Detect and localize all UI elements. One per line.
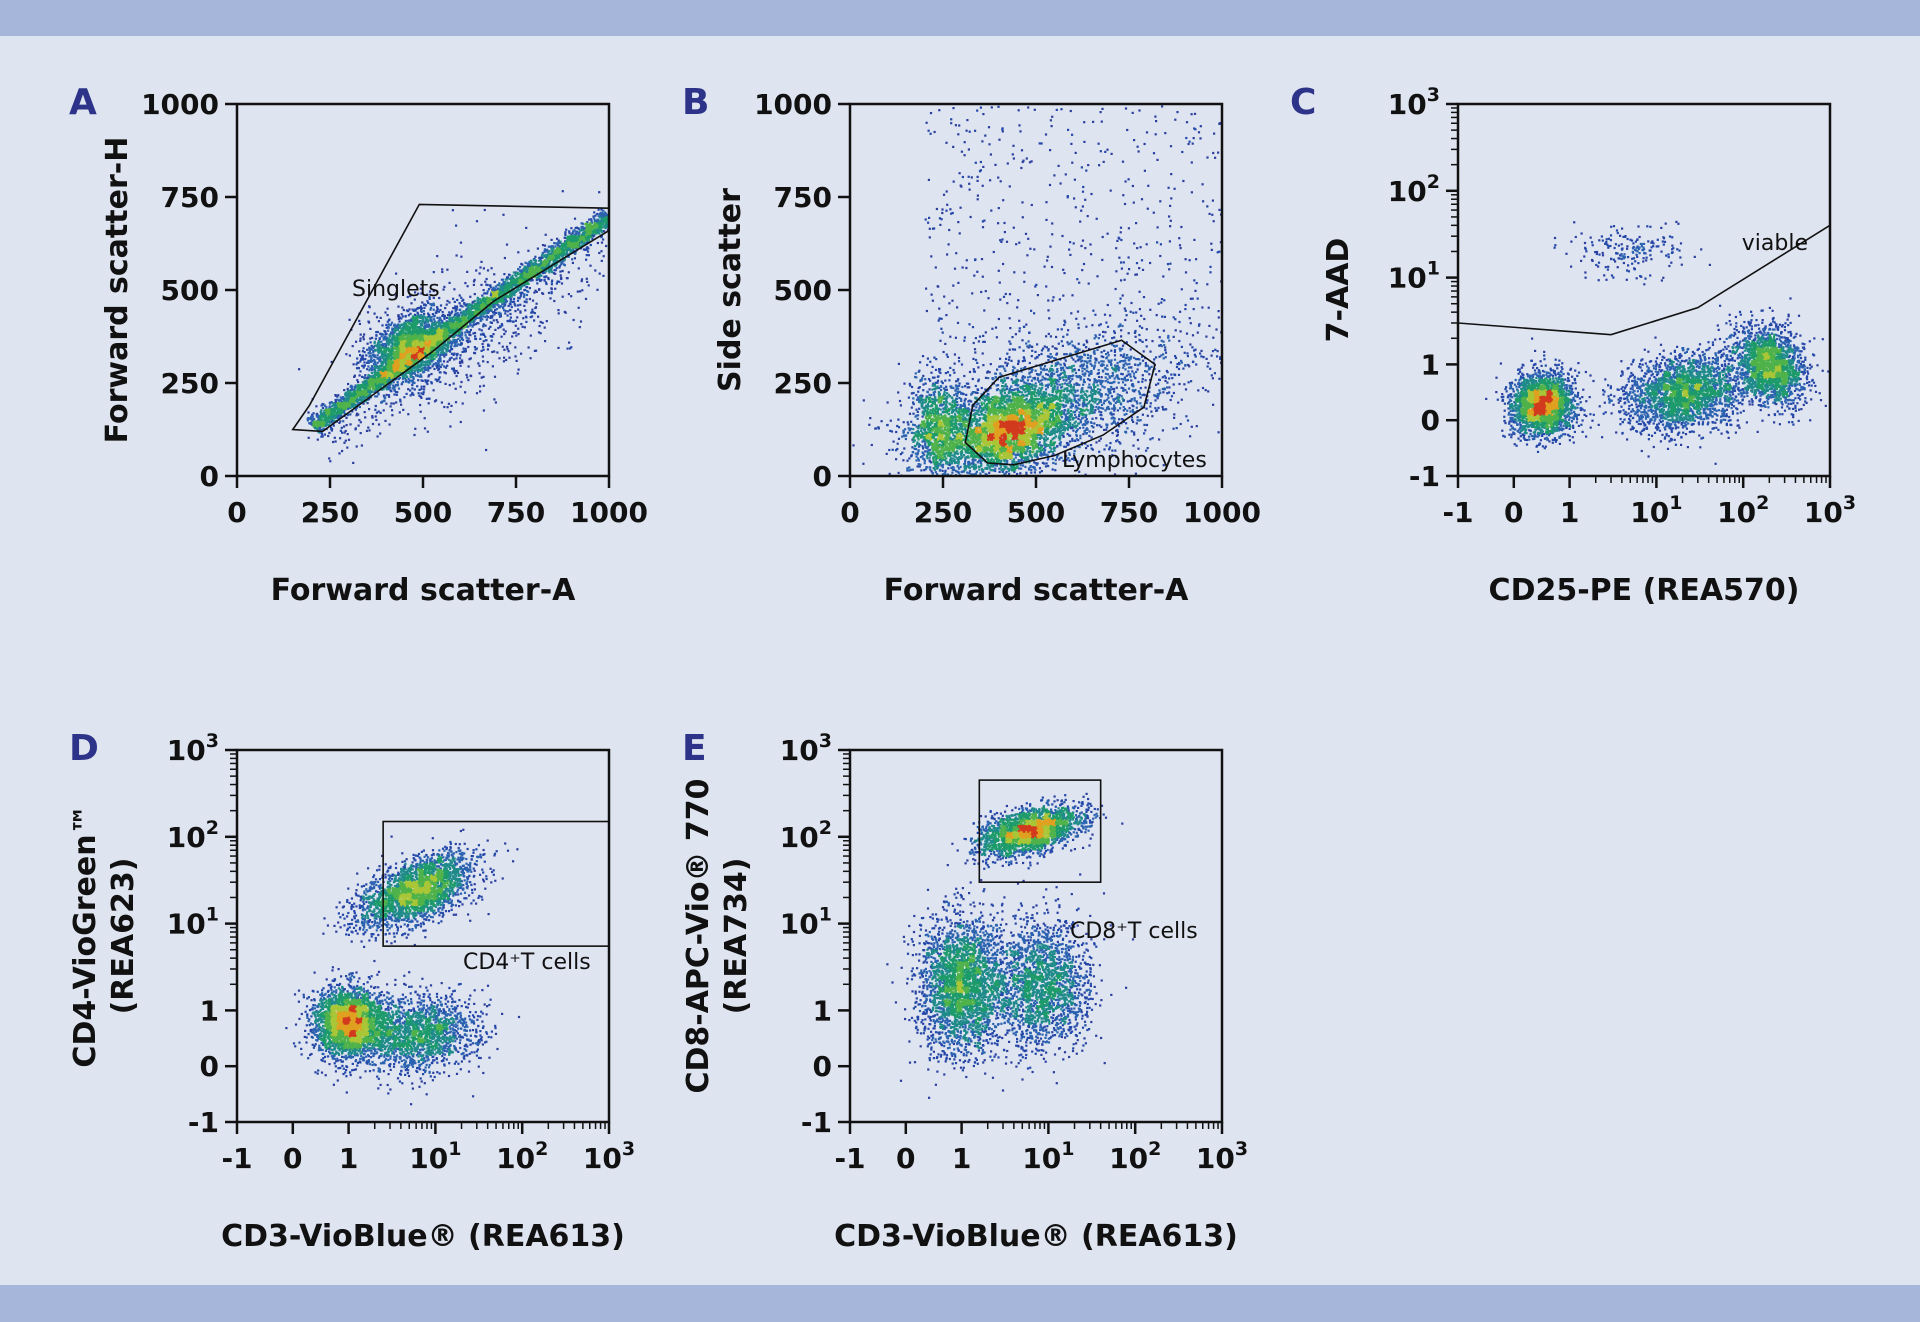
event-dot	[480, 333, 482, 335]
event-dot	[384, 420, 386, 422]
event-dot	[554, 245, 556, 247]
event-dot	[348, 439, 350, 441]
event-dot	[572, 262, 574, 264]
event-dot	[378, 410, 380, 412]
event-dot	[343, 442, 345, 444]
event-dot	[553, 242, 555, 244]
event-dot	[343, 425, 345, 427]
event-dot	[352, 462, 354, 464]
event-dot	[517, 304, 519, 306]
event-dot	[461, 361, 463, 363]
event-dot	[520, 295, 522, 297]
event-dot	[347, 433, 349, 435]
event-dot	[587, 251, 589, 253]
event-dot	[390, 402, 392, 404]
event-dot	[597, 242, 599, 244]
event-dot	[368, 408, 370, 410]
event-dot	[366, 430, 368, 432]
event-dot	[544, 245, 546, 247]
event-dot	[517, 300, 519, 302]
event-dot	[390, 405, 392, 407]
event-dot	[345, 417, 347, 419]
event-dot	[588, 254, 590, 256]
event-dot	[354, 428, 356, 430]
event-dot	[502, 346, 504, 348]
event-dot	[562, 270, 564, 272]
event-dot	[534, 256, 536, 258]
event-dot	[473, 322, 475, 324]
event-dot	[500, 305, 502, 307]
event-dot	[322, 407, 324, 409]
panel-letter: A	[69, 82, 97, 123]
event-dot	[529, 287, 531, 289]
event-dot	[556, 267, 558, 269]
event-dot	[503, 273, 505, 275]
event-dot	[465, 348, 467, 350]
event-dot	[501, 303, 503, 305]
event-dot	[332, 441, 334, 443]
event-dot	[565, 229, 567, 231]
event-dot	[406, 393, 408, 395]
event-dot	[372, 423, 374, 425]
event-dot	[446, 365, 448, 367]
event-dot	[573, 319, 575, 321]
event-dots	[298, 190, 609, 464]
event-dot	[329, 460, 331, 462]
event-dot	[598, 252, 600, 254]
event-dot	[548, 292, 550, 294]
event-dot	[349, 423, 351, 425]
event-dot	[487, 348, 489, 350]
event-dot	[461, 334, 463, 336]
event-dot	[533, 292, 535, 294]
event-dot	[590, 244, 592, 246]
event-dot	[594, 269, 596, 271]
event-dot	[443, 360, 445, 362]
event-dot	[418, 392, 420, 394]
event-dot	[361, 444, 363, 446]
event-dot	[574, 257, 576, 259]
event-dot	[385, 403, 387, 405]
event-dot	[374, 409, 376, 411]
event-dot	[570, 227, 572, 229]
event-dot	[338, 452, 340, 454]
event-dot	[544, 280, 546, 282]
event-dot	[409, 389, 411, 391]
event-dot	[455, 388, 457, 390]
event-dot	[477, 362, 479, 364]
event-dot	[508, 305, 510, 307]
event-dot	[483, 289, 485, 291]
event-dot	[553, 300, 555, 302]
event-dot	[564, 231, 566, 233]
event-dot	[342, 420, 344, 422]
event-dot	[524, 289, 526, 291]
flow-cytometry-figure: A0 250 500 750 100002505007501000Forward sca…	[0, 0, 1920, 1322]
event-dot	[507, 314, 509, 316]
event-dot	[515, 325, 517, 327]
event-dot	[386, 388, 388, 390]
event-dot	[474, 293, 476, 295]
event-dot	[347, 390, 349, 392]
event-dot	[307, 411, 309, 413]
event-dot	[513, 332, 515, 334]
